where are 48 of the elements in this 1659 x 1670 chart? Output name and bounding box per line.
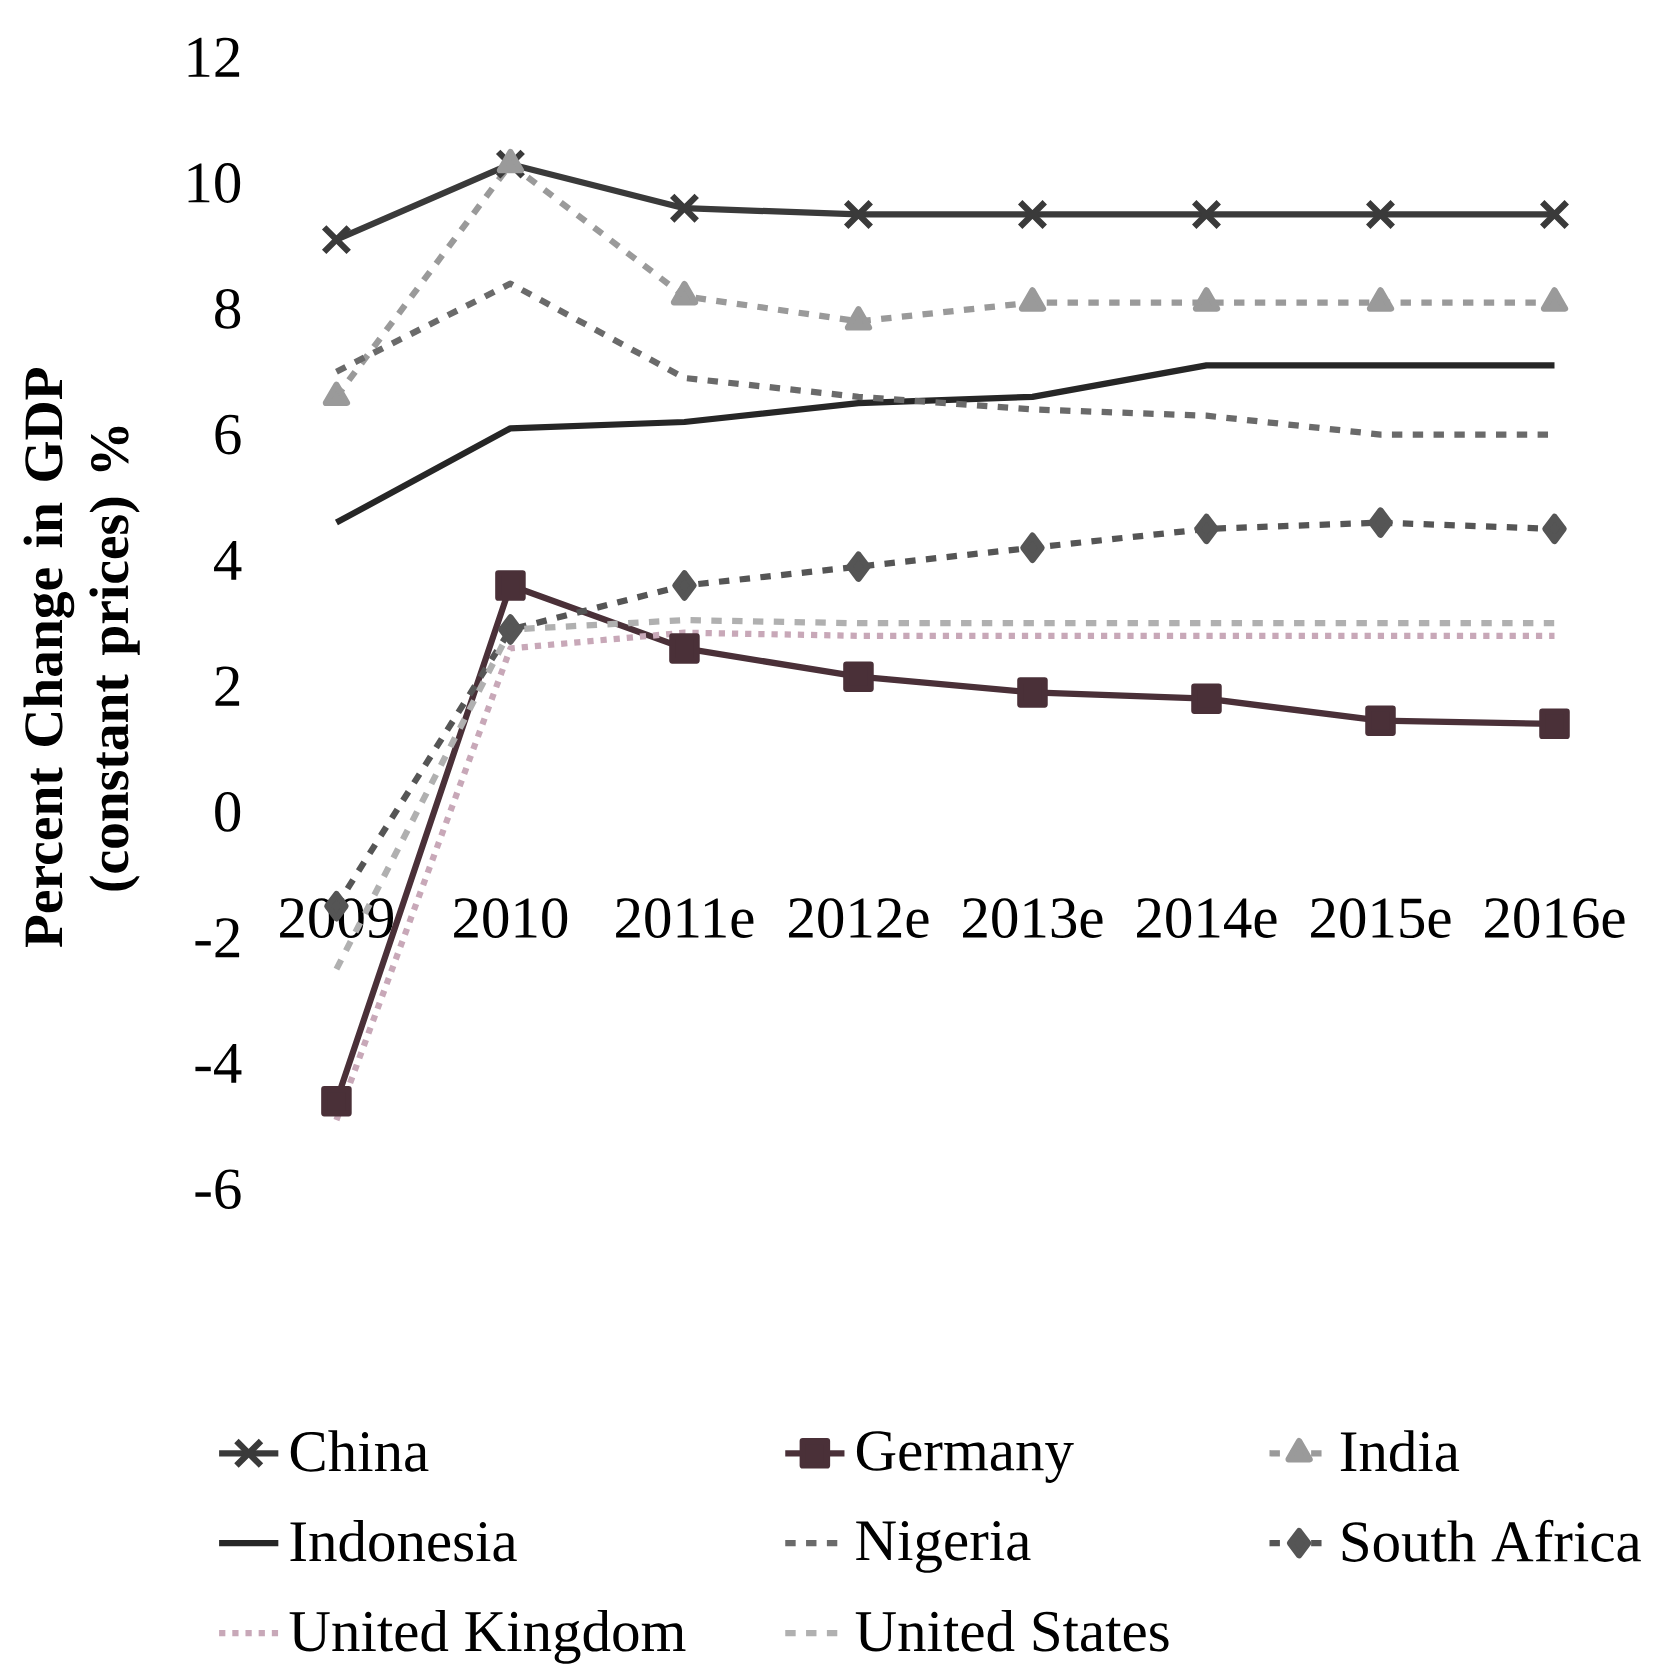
- x-tick-label: 2011e: [616, 898, 754, 938]
- y-tick-label: -4: [195, 1044, 242, 1083]
- legend-label: United States: [855, 1610, 1169, 1652]
- point: [1191, 683, 1222, 714]
- y-tick-label: -2: [195, 918, 240, 958]
- point: [672, 570, 697, 601]
- point: [1539, 708, 1570, 740]
- point: [846, 551, 871, 582]
- y-tick-label: 8: [215, 288, 241, 329]
- point: [1539, 199, 1570, 230]
- point: [1365, 199, 1396, 230]
- point: [1194, 513, 1219, 545]
- point: [843, 199, 874, 230]
- point: [669, 192, 700, 224]
- y-tick-label: 10: [188, 163, 241, 203]
- point: [1020, 532, 1045, 564]
- point: [1017, 677, 1048, 708]
- legend-label: United Kingdom: [289, 1610, 686, 1664]
- point: [1017, 199, 1048, 230]
- y-tick-label: 0: [215, 792, 241, 832]
- x-tick-label: 2012e: [788, 898, 929, 938]
- y-tick-label: 12: [188, 37, 240, 77]
- y-tick-label: -6: [195, 1169, 241, 1210]
- point: [495, 570, 526, 601]
- point: [669, 633, 700, 664]
- point: [321, 1085, 352, 1117]
- y-tick-label: 4: [214, 540, 242, 580]
- x-tick-label: 2014e: [1137, 898, 1277, 938]
- legend-label: South Africa: [1342, 1519, 1641, 1562]
- y-axis-title: Percent Change in GDP (constant prices) %: [23, 368, 140, 948]
- point: [843, 661, 874, 692]
- y-tick-label: 6: [215, 414, 241, 455]
- point: [1542, 513, 1567, 545]
- point: [1365, 705, 1396, 736]
- x-tick-label: 2016e: [1485, 898, 1625, 938]
- y-tick-label: 2: [215, 666, 240, 706]
- legend-label: Germany: [856, 1431, 1074, 1483]
- legend-label: China: [290, 1430, 429, 1472]
- point: [321, 224, 352, 255]
- x-tick-label: 2010: [454, 898, 568, 938]
- point: [498, 614, 523, 645]
- point: [1368, 507, 1393, 538]
- legend-label: Nigeria: [856, 1521, 1031, 1573]
- legend-label: Indonesia: [290, 1520, 517, 1562]
- x-tick-label: 2015e: [1311, 898, 1451, 938]
- legend-label: India: [1340, 1430, 1460, 1472]
- x-tick-label: 2013e: [963, 898, 1103, 938]
- point: [1191, 199, 1222, 230]
